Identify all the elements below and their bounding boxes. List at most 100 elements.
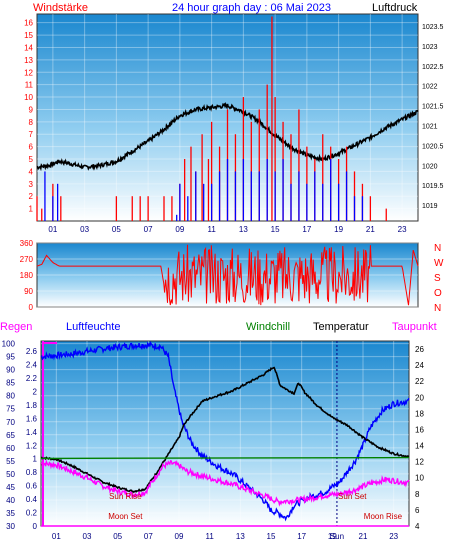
y-inner-tick-label: 0.6 bbox=[26, 482, 38, 491]
legend-item-luftfeuchte: Luftfeuchte bbox=[66, 321, 120, 333]
y-outer-tick-label: 85 bbox=[6, 379, 15, 388]
y-right-tick-label: 1023 bbox=[422, 44, 438, 51]
y-left-tick-label: 14 bbox=[24, 43, 33, 52]
y-outer-tick-label: 45 bbox=[6, 483, 15, 492]
annotation-moon-rise: Moon Rise bbox=[364, 512, 403, 521]
x-tick-label: 17 bbox=[302, 225, 311, 234]
header-title: 24 hour graph day : 06 Mai 2023 bbox=[172, 2, 331, 14]
x-tick-label: 09 bbox=[175, 532, 184, 541]
y-right-tick-label: 1022.5 bbox=[422, 64, 444, 71]
y-right-tick-label: 1019.5 bbox=[422, 183, 444, 190]
compass-label: N bbox=[434, 243, 441, 254]
y-right-tick-label: 8 bbox=[415, 490, 420, 499]
y-left-tick-label: 15 bbox=[24, 31, 33, 40]
compass-label: W bbox=[434, 258, 444, 269]
y-right-tick-label: 14 bbox=[415, 442, 424, 451]
x-tick-label: 03 bbox=[80, 225, 89, 234]
y-left-tick-label: 1 bbox=[29, 205, 34, 214]
x-tick-label: 15 bbox=[267, 532, 276, 541]
legend-item-temperatur: Temperatur bbox=[313, 321, 369, 333]
line-windchill bbox=[40, 456, 410, 460]
compass-label: O bbox=[434, 288, 442, 299]
y-inner-tick-label: 0.8 bbox=[26, 468, 38, 477]
y-tick-label: 360 bbox=[20, 239, 34, 248]
x-tick-label: 21 bbox=[359, 532, 368, 541]
line-temperatur bbox=[41, 366, 410, 494]
y-inner-tick-label: 1.8 bbox=[26, 401, 38, 410]
y-outer-tick-label: 100 bbox=[2, 340, 16, 349]
y-outer-tick-label: 50 bbox=[6, 470, 15, 479]
annotation-sun: Sun bbox=[330, 532, 344, 541]
y-right-tick-label: 1020.5 bbox=[422, 143, 444, 150]
y-right-tick-label: 12 bbox=[415, 458, 424, 467]
wind-pressure-panel: 1234567891011121314151610191019.51020102… bbox=[24, 13, 444, 234]
y-tick-label: 0 bbox=[29, 303, 34, 312]
y-tick-label: 270 bbox=[20, 255, 34, 264]
temperature-humidity-panel: 30 35 40 45 50 55 60 65 70 75 80 85 90 95 100 0 0.2 0.4 0.… bbox=[2, 340, 425, 541]
y-right-tick-label: 16 bbox=[415, 425, 424, 434]
y-right-tick-label: 1023.5 bbox=[422, 24, 444, 31]
y-outer-tick-label: 65 bbox=[6, 431, 15, 440]
x-tick-label: 23 bbox=[398, 225, 407, 234]
y-inner-tick-label: 1 bbox=[33, 455, 38, 464]
legend-item-taupunkt: Taupunkt bbox=[392, 321, 437, 333]
annotation-sun-rise: Sun Rise bbox=[109, 492, 142, 501]
y-left-tick-label: 6 bbox=[29, 143, 34, 152]
y-outer-tick-label: 70 bbox=[6, 418, 15, 427]
x-tick-label: 13 bbox=[236, 532, 245, 541]
y-right-tick-label: 24 bbox=[415, 361, 424, 370]
y-left-tick-label: 12 bbox=[24, 68, 33, 77]
y-left-tick-label: 7 bbox=[29, 130, 34, 139]
header-right-label: Luftdruck bbox=[372, 2, 418, 14]
y-outer-tick-label: 80 bbox=[6, 392, 15, 401]
y-right-tick-label: 22 bbox=[415, 377, 424, 386]
annotation-sun-set: Sun Set bbox=[338, 492, 367, 501]
x-tick-label: 15 bbox=[271, 225, 280, 234]
x-tick-label: 19 bbox=[328, 532, 337, 541]
y-left-tick-label: 2 bbox=[29, 192, 34, 201]
y-inner-tick-label: 0 bbox=[33, 522, 38, 531]
y-outer-tick-label: 75 bbox=[6, 405, 15, 414]
y-right-tick-label: 1021 bbox=[422, 123, 438, 130]
y-left-tick-label: 16 bbox=[24, 19, 33, 28]
y-left-tick-label: 11 bbox=[25, 81, 34, 90]
line-windrichtung bbox=[36, 244, 419, 306]
y-left-tick-label: 13 bbox=[24, 56, 33, 65]
x-tick-label: 19 bbox=[334, 225, 343, 234]
y-right-tick-label: 6 bbox=[415, 506, 420, 515]
y-right-tick-label: 20 bbox=[415, 393, 424, 402]
y-outer-tick-label: 40 bbox=[6, 496, 15, 505]
y-inner-tick-label: 0.4 bbox=[26, 495, 38, 504]
y-outer-tick-label: 90 bbox=[6, 366, 15, 375]
legend-item-regen: Regen bbox=[0, 321, 32, 333]
x-tick-label: 23 bbox=[389, 532, 398, 541]
y-left-tick-label: 4 bbox=[29, 167, 34, 176]
x-tick-label: 03 bbox=[83, 532, 92, 541]
x-tick-label: 05 bbox=[113, 532, 122, 541]
y-right-tick-label: 26 bbox=[415, 345, 424, 354]
compass-label: S bbox=[434, 273, 441, 284]
legend: Regen Luftfeuchte Windchill Temperatur Taupu… bbox=[0, 321, 437, 333]
y-outer-tick-label: 60 bbox=[6, 444, 15, 453]
x-tick-label: 11 bbox=[206, 532, 215, 541]
y-right-tick-label: 4 bbox=[415, 522, 420, 531]
x-tick-label: 17 bbox=[297, 532, 306, 541]
x-tick-label: 07 bbox=[144, 225, 153, 234]
y-right-tick-label: 1021.5 bbox=[422, 104, 444, 111]
y-right-tick-label: 18 bbox=[415, 409, 424, 418]
header-left-label: Windstärke bbox=[33, 2, 88, 14]
x-tick-label: 01 bbox=[52, 532, 61, 541]
y-inner-tick-label: 1.4 bbox=[26, 428, 38, 437]
y-right-tick-label: 1020 bbox=[422, 163, 438, 170]
x-tick-label: 09 bbox=[175, 225, 184, 234]
y-inner-tick-label: 2.6 bbox=[26, 347, 38, 356]
x-tick-label: 11 bbox=[207, 225, 216, 234]
line-luftfeuchte bbox=[40, 340, 410, 522]
compass-label: N bbox=[434, 303, 441, 314]
y-right-tick-label: 1022 bbox=[422, 84, 438, 91]
x-tick-label: 07 bbox=[144, 532, 153, 541]
y-tick-label: 180 bbox=[20, 271, 34, 280]
y-left-tick-label: 3 bbox=[29, 180, 34, 189]
